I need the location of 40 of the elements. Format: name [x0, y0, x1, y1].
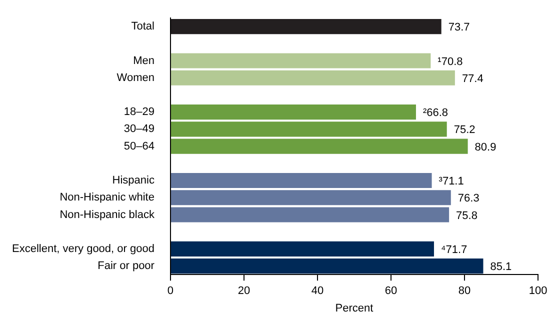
data-label: 85.1 [490, 261, 512, 274]
x-axis-title: Percent [335, 302, 374, 314]
bar [170, 19, 442, 34]
y-tick-label: Fair or poor [98, 260, 155, 272]
x-tick-label: 60 [384, 285, 398, 298]
bar [170, 258, 484, 274]
bar [170, 207, 450, 222]
y-tick-label: Women [116, 72, 154, 84]
x-tick-label: 40 [311, 285, 324, 298]
data-label: 80.9 [474, 141, 496, 154]
data-label: 73.7 [448, 22, 470, 34]
bar [170, 53, 431, 68]
x-tick-label: 0 [167, 285, 174, 298]
bar [170, 172, 432, 188]
y-tick-label: 50–64 [124, 140, 154, 152]
data-label: ¹70.8 [438, 56, 463, 68]
data-label: 76.3 [458, 192, 480, 205]
y-tick-label: Total [131, 20, 154, 33]
y-tick-label: Hispanic [112, 174, 155, 187]
y-tick-label: Non-Hispanic white [60, 192, 154, 204]
x-tick-label: 20 [238, 285, 250, 298]
bar [170, 241, 434, 256]
data-label: 75.8 [456, 210, 478, 222]
y-tick-label: Men [133, 54, 154, 67]
y-tick-label: 18–29 [124, 106, 154, 118]
bar [170, 70, 455, 86]
bar [170, 190, 451, 206]
data-label: 77.4 [462, 72, 484, 85]
x-tick-label: 80 [458, 285, 471, 298]
data-label: 75.2 [454, 124, 476, 136]
y-tick-label: Excellent, very good, or good [12, 242, 154, 255]
data-label: ⁴71.7 [440, 244, 468, 256]
data-label: ³71.1 [438, 176, 464, 188]
x-tick-label: 100 [528, 285, 548, 298]
data-label: ²66.8 [422, 107, 448, 120]
bar [170, 104, 416, 120]
y-tick-label: Non-Hispanic black [60, 208, 155, 221]
y-tick-label: 30–49 [124, 123, 154, 136]
bar [170, 138, 468, 154]
bar [170, 122, 447, 137]
